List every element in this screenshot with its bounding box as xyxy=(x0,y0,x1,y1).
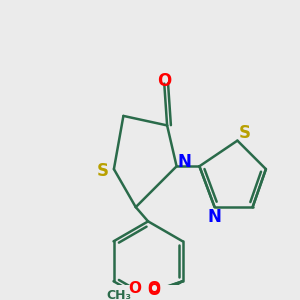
Text: S: S xyxy=(239,124,251,142)
Text: O: O xyxy=(148,283,161,298)
Text: O: O xyxy=(129,281,142,296)
Text: N: N xyxy=(177,152,191,170)
Text: O: O xyxy=(148,281,161,296)
Text: CH₃: CH₃ xyxy=(106,289,131,300)
Text: O: O xyxy=(157,72,171,90)
Text: S: S xyxy=(97,162,109,180)
Text: N: N xyxy=(208,208,221,226)
